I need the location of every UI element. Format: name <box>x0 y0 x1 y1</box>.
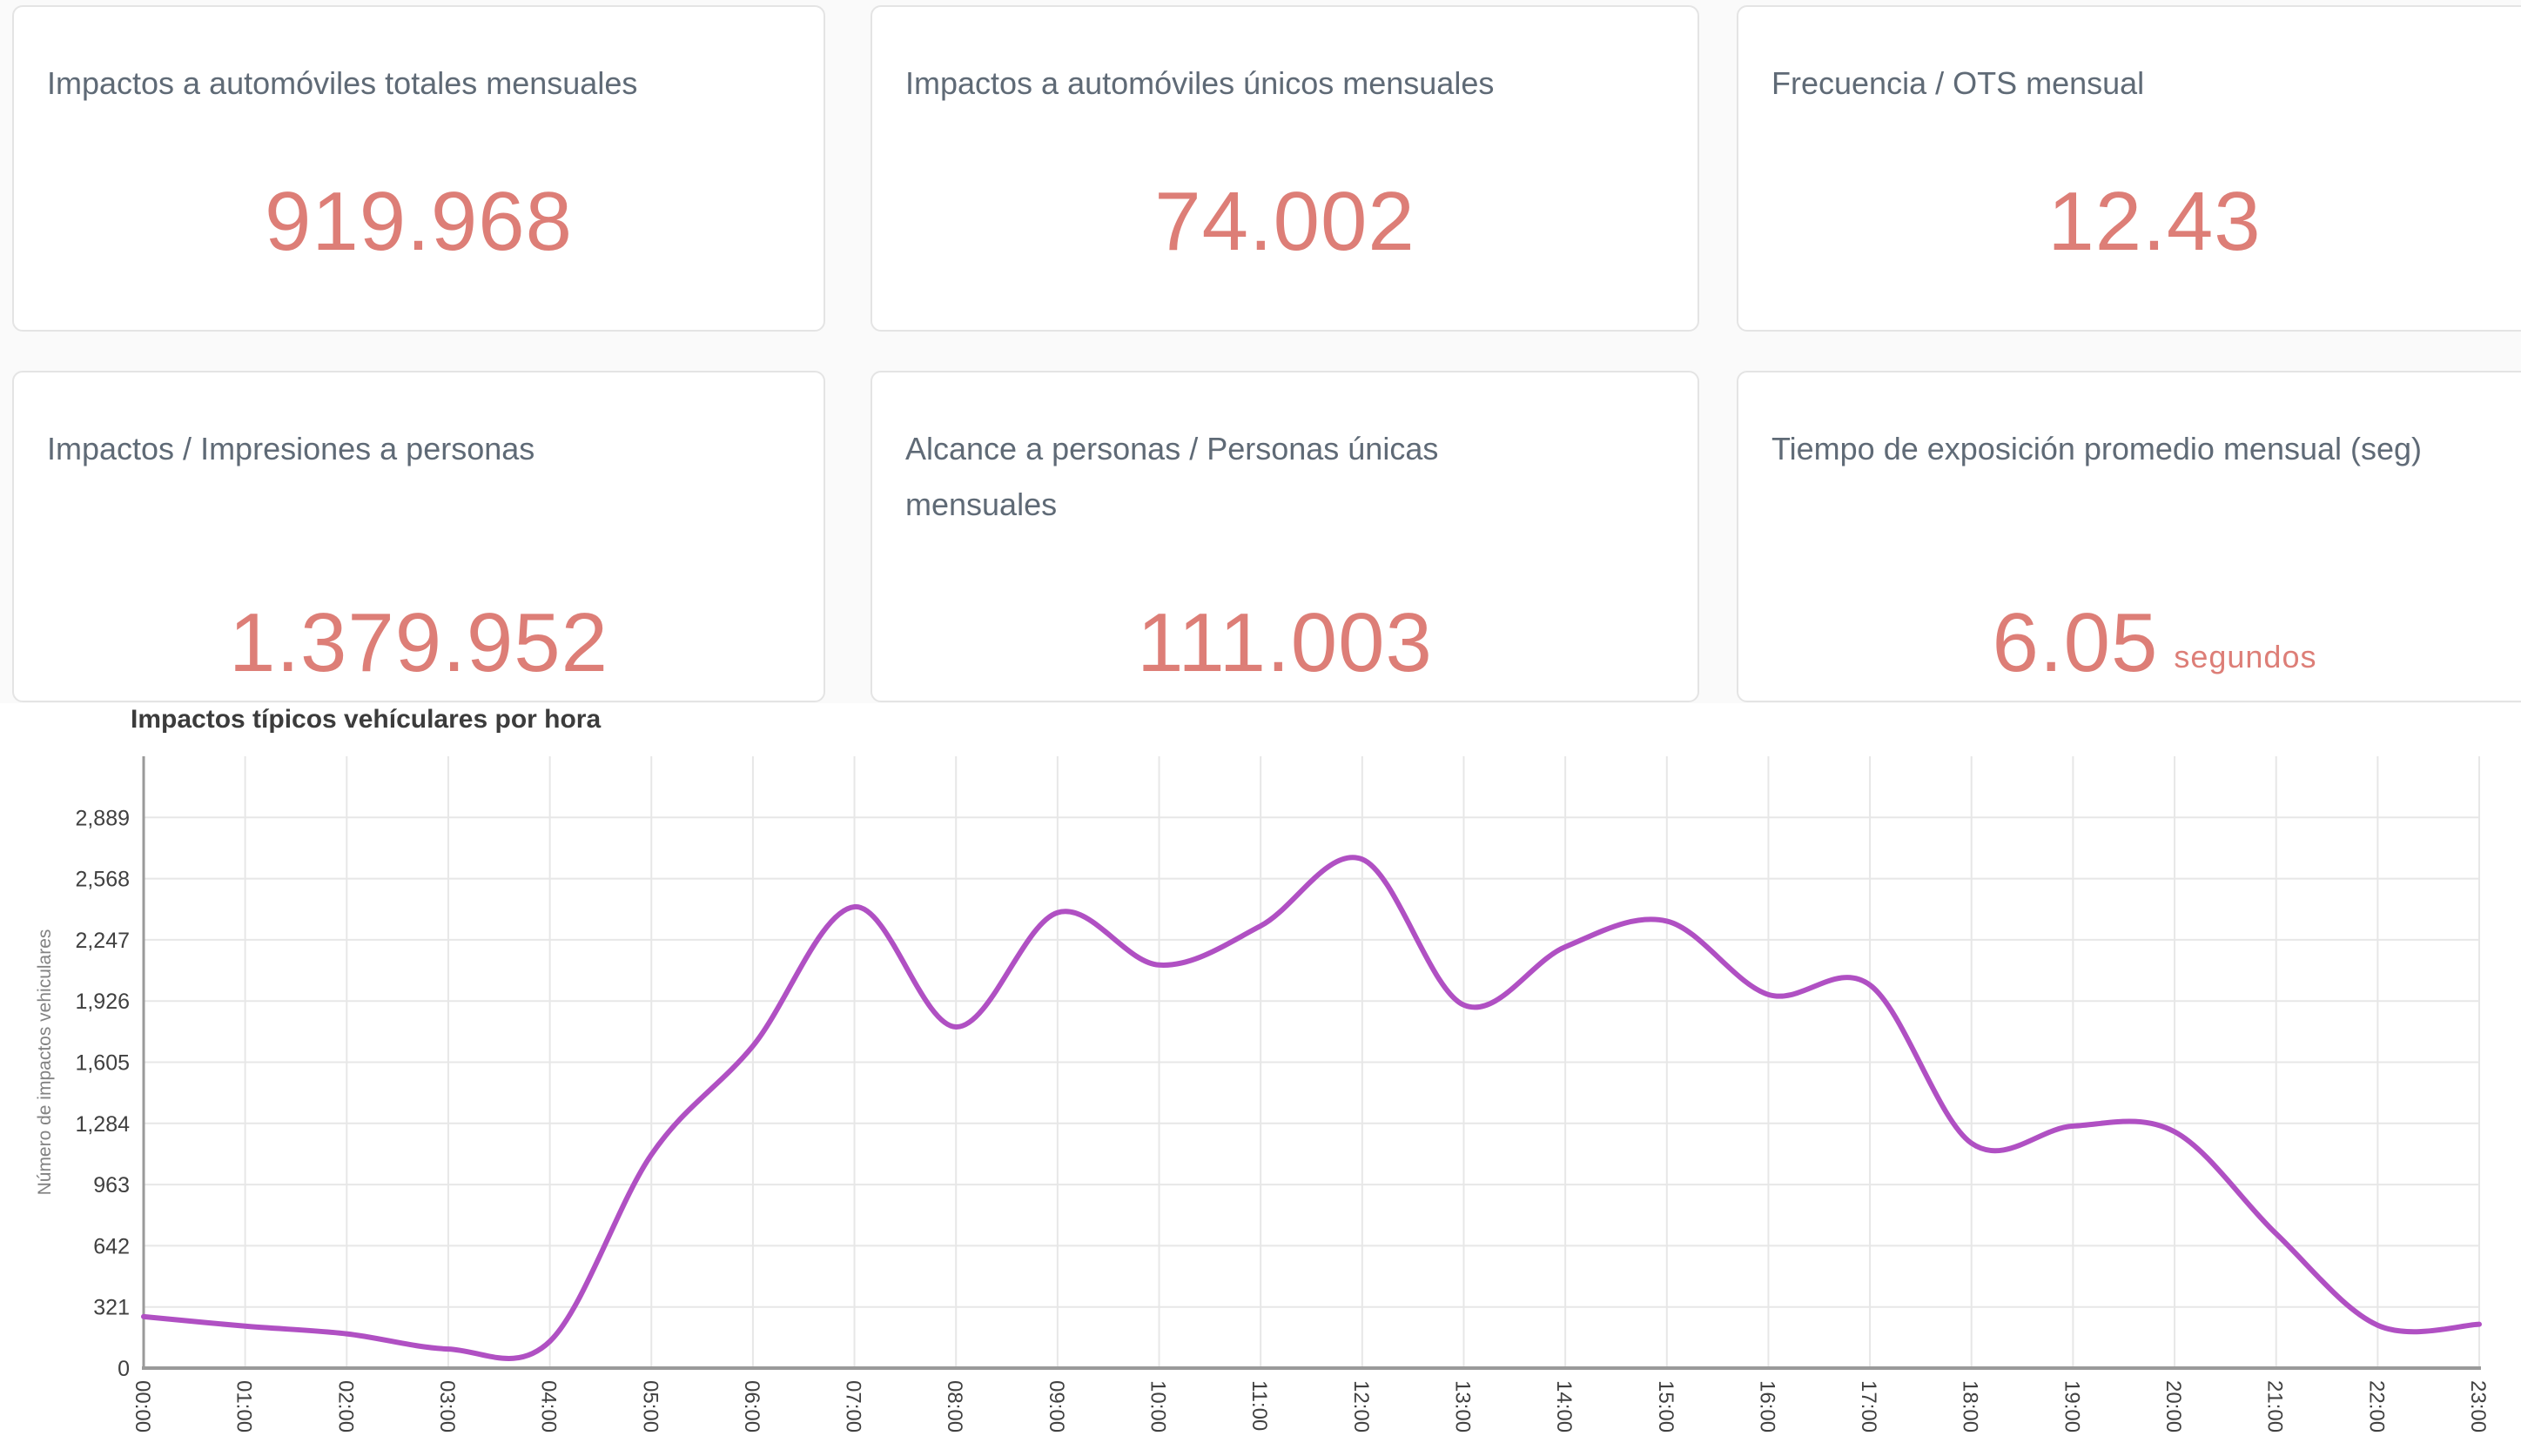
x-tick-label: 23:00 <box>2466 1380 2490 1433</box>
x-tick-label: 08:00 <box>943 1380 966 1433</box>
kpi-card-tiempo-exposicion: Tiempo de exposición promedio mensual (s… <box>1737 371 2521 702</box>
x-tick-label: 00:00 <box>131 1380 154 1433</box>
y-tick-label: 2,889 <box>75 806 130 830</box>
kpi-card-title: Impactos a automóviles totales mensuales <box>47 65 638 101</box>
x-tick-label: 02:00 <box>333 1380 357 1433</box>
chart-title: Impactos típicos vehículares por hora <box>131 705 602 734</box>
kpi-card-alcance-personas: Alcance a personas / Personas únicas men… <box>871 371 1699 702</box>
x-tick-label: 05:00 <box>638 1380 662 1433</box>
x-tick-label: 12:00 <box>1349 1380 1373 1433</box>
y-tick-label: 0 <box>118 1357 130 1381</box>
x-tick-label: 03:00 <box>435 1380 459 1433</box>
x-tick-label: 04:00 <box>537 1380 561 1433</box>
x-tick-label: 13:00 <box>1450 1380 1474 1433</box>
x-tick-label: 16:00 <box>1755 1380 1778 1433</box>
x-tick-label: 06:00 <box>740 1380 763 1433</box>
kpi-value-suffix: segundos <box>2174 639 2317 674</box>
kpi-value: 919.968 <box>264 175 573 268</box>
kpi-card-impactos-unicos: Impactos a automóviles únicos mensuales … <box>871 5 1699 332</box>
kpi-card-impresiones-personas: Impactos / Impresiones a personas 1.379.… <box>12 371 825 702</box>
y-tick-label: 1,284 <box>75 1112 130 1137</box>
kpi-card-frecuencia-ots: Frecuencia / OTS mensual 12.43 <box>1737 5 2521 332</box>
y-tick-label: 321 <box>93 1296 130 1320</box>
y-axis-title: Número de impactos vehiculares <box>35 929 55 1196</box>
y-tick-label: 1,926 <box>75 990 130 1014</box>
y-tick-label: 2,568 <box>75 868 130 892</box>
x-tick-label: 11:00 <box>1247 1380 1271 1431</box>
hourly-impacts-line-chart: 0 321 642 963 1,284 1,605 1,926 2,247 2,568 2,889… <box>35 756 2490 1433</box>
y-tick-label: 2,247 <box>75 929 130 953</box>
x-tick-label: 18:00 <box>1959 1380 1982 1433</box>
x-tick-label: 21:00 <box>2263 1380 2287 1433</box>
x-tick-label: 20:00 <box>2161 1380 2185 1433</box>
x-tick-label: 15:00 <box>1654 1380 1677 1433</box>
kpi-card-title: Impactos / Impresiones a personas <box>47 431 535 466</box>
kpi-card-title: Impactos a automóviles únicos mensuales <box>905 65 1495 101</box>
y-tick-label: 963 <box>93 1173 130 1198</box>
kpi-card-title: Frecuencia / OTS mensual <box>1771 65 2145 101</box>
x-tick-label: 14:00 <box>1552 1380 1576 1433</box>
kpi-value: 12.43 <box>2047 175 2262 268</box>
kpi-value: 111.003 <box>1137 596 1433 689</box>
kpi-value-number: 6.05 <box>1992 596 2159 689</box>
kpi-card-title: Tiempo de exposición promedio mensual (s… <box>1771 431 2423 466</box>
y-tick-label: 1,605 <box>75 1051 130 1076</box>
x-tick-label: 10:00 <box>1146 1380 1170 1433</box>
x-tick-label: 22:00 <box>2364 1380 2388 1433</box>
kpi-value: 6.05 segundos <box>1738 595 2521 691</box>
x-tick-label: 07:00 <box>842 1380 865 1433</box>
impacts-series-line <box>141 855 2482 1361</box>
kpi-value: 74.002 <box>1154 175 1415 268</box>
x-tick-label: 17:00 <box>1857 1380 1880 1433</box>
x-tick-label: 01:00 <box>232 1380 256 1433</box>
kpi-card-title: Alcance a personas / Personas únicas men… <box>905 431 1439 522</box>
kpi-value: 1.379.952 <box>228 596 609 689</box>
x-tick-label: 19:00 <box>2060 1380 2083 1433</box>
x-tick-label: 09:00 <box>1045 1380 1068 1433</box>
kpi-card-impactos-totales: Impactos a automóviles totales mensuales… <box>12 5 825 332</box>
y-tick-label: 642 <box>93 1234 130 1258</box>
